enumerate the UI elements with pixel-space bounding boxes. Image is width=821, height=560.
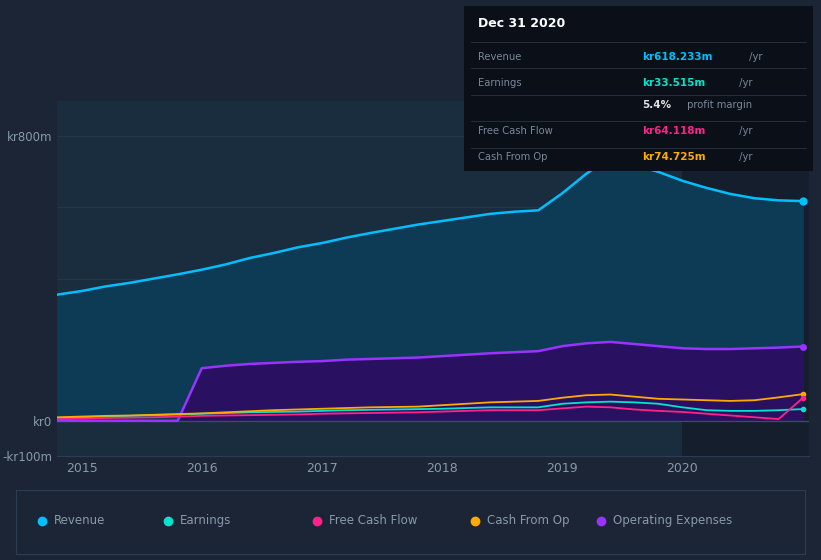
- Text: Free Cash Flow: Free Cash Flow: [329, 515, 418, 528]
- Text: profit margin: profit margin: [684, 100, 752, 110]
- Text: Revenue: Revenue: [53, 515, 105, 528]
- Text: kr618.233m: kr618.233m: [642, 52, 713, 62]
- Text: kr64.118m: kr64.118m: [642, 126, 705, 136]
- Text: kr33.515m: kr33.515m: [642, 78, 705, 88]
- Text: /yr: /yr: [736, 152, 753, 162]
- Text: /yr: /yr: [746, 178, 763, 188]
- Text: kr74.725m: kr74.725m: [642, 152, 705, 162]
- Text: kr209.326m: kr209.326m: [642, 178, 712, 188]
- Text: 5.4%: 5.4%: [642, 100, 671, 110]
- Text: Cash From Op: Cash From Op: [478, 152, 548, 162]
- Bar: [682, 101, 809, 456]
- Text: /yr: /yr: [746, 52, 763, 62]
- Text: Free Cash Flow: Free Cash Flow: [478, 126, 553, 136]
- Text: Revenue: Revenue: [478, 52, 521, 62]
- Text: /yr: /yr: [736, 78, 753, 88]
- Text: Dec 31 2020: Dec 31 2020: [478, 17, 565, 30]
- Text: Earnings: Earnings: [478, 78, 521, 88]
- Text: Earnings: Earnings: [180, 515, 231, 528]
- Text: Cash From Op: Cash From Op: [487, 515, 570, 528]
- Text: /yr: /yr: [736, 126, 753, 136]
- Text: Operating Expenses: Operating Expenses: [613, 515, 732, 528]
- Text: Operating Expenses: Operating Expenses: [478, 178, 578, 188]
